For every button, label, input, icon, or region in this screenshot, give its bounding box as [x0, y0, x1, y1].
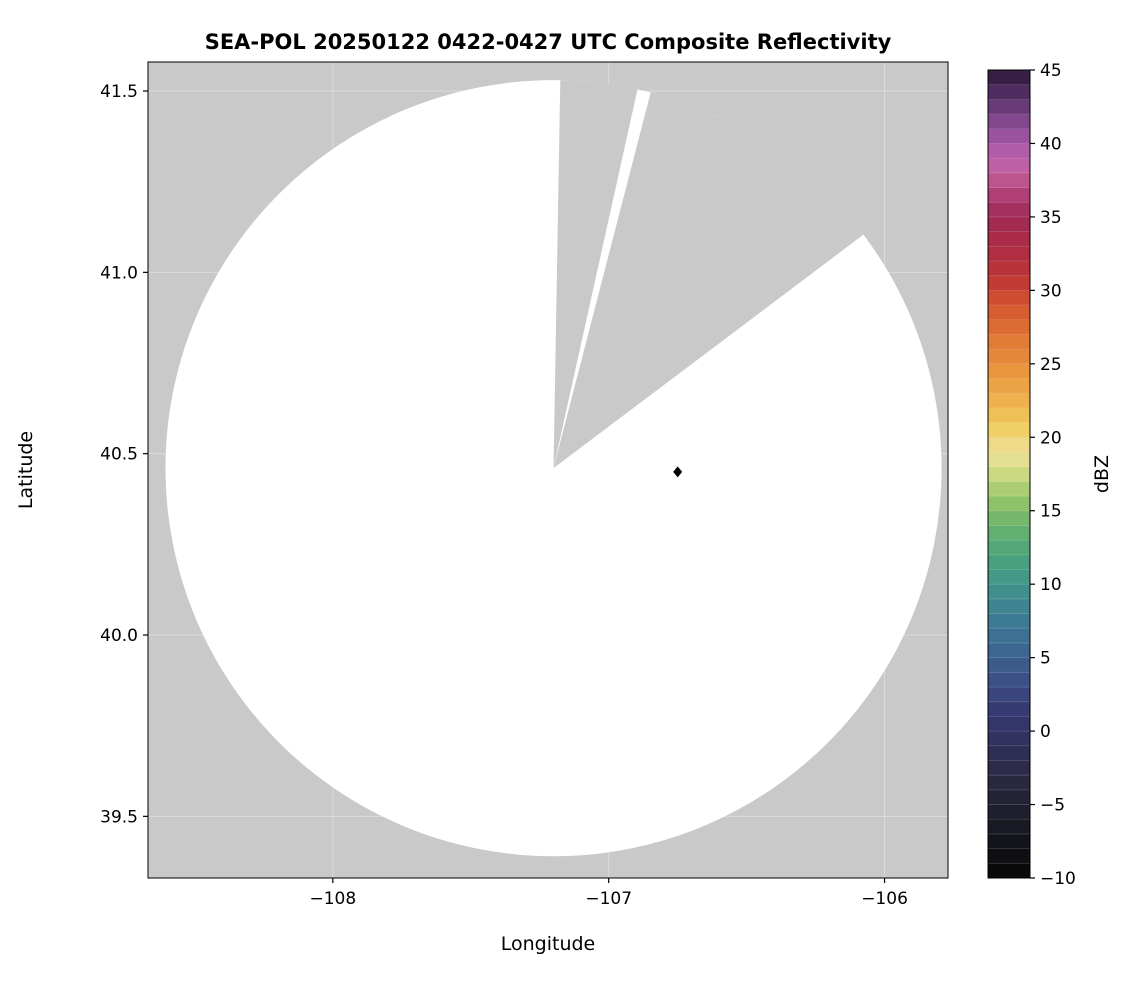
colorbar-band [988, 407, 1030, 423]
colorbar-band [988, 525, 1030, 541]
colorbar-band [988, 584, 1030, 600]
colorbar-band [988, 187, 1030, 203]
colorbar-band [988, 349, 1030, 365]
site-marker [673, 466, 683, 478]
colorbar-band [988, 657, 1030, 673]
colorbar-band [988, 451, 1030, 468]
x-tick-label: −107 [585, 889, 632, 909]
colorbar-band [988, 393, 1030, 409]
y-tick-label: 40.0 [100, 626, 138, 646]
colorbar-band [988, 613, 1030, 629]
colorbar-band [988, 172, 1030, 188]
colorbar-band [988, 275, 1030, 291]
colorbar-band [988, 628, 1030, 644]
colorbar-band [988, 569, 1030, 585]
colorbar-band [988, 540, 1030, 556]
colorbar-band [988, 378, 1030, 394]
colorbar-tick-label: −10 [1040, 869, 1076, 889]
y-tick-label: 40.5 [100, 445, 138, 465]
colorbar-band [988, 422, 1030, 438]
colorbar-band [988, 202, 1030, 218]
colorbar-band [988, 158, 1030, 174]
colorbar-band [988, 819, 1030, 835]
colorbar-tick-label: 35 [1040, 208, 1062, 228]
colorbar-tick-label: 45 [1040, 61, 1062, 81]
colorbar-band [988, 716, 1030, 732]
colorbar-band [988, 848, 1030, 864]
blocked-sector [553, 80, 638, 469]
colorbar-band [988, 510, 1030, 526]
colorbar-band [988, 642, 1030, 659]
plot-area [147, 61, 949, 879]
colorbar-tick-label: 20 [1040, 428, 1062, 448]
colorbar-tick-label: 25 [1040, 355, 1062, 375]
colorbar-tick-label: 30 [1040, 281, 1062, 301]
blocked-sector [553, 92, 864, 469]
colorbar-band [988, 70, 1030, 86]
colorbar-band [988, 760, 1030, 776]
colorbar-band [988, 481, 1030, 497]
colorbar-band [988, 114, 1030, 130]
x-tick-label: −108 [309, 889, 356, 909]
colorbar-band [988, 128, 1030, 144]
y-tick-label: 41.0 [100, 263, 138, 283]
colorbar-tick-label: −5 [1040, 796, 1065, 816]
x-axis-ticks: −108 −107 −106 [309, 878, 908, 909]
chart-title: SEA-POL 20250122 0422-0427 UTC Composite… [205, 30, 892, 54]
colorbar-band [988, 363, 1030, 379]
colorbar-band [988, 804, 1030, 820]
colorbar-band [988, 437, 1030, 453]
colorbar-band [988, 305, 1030, 321]
colorbar-band [988, 745, 1030, 761]
colorbar-band [988, 246, 1030, 262]
colorbar-band [988, 496, 1030, 512]
colorbar-band [988, 216, 1030, 232]
colorbar-band [988, 731, 1030, 747]
y-tick-label: 41.5 [100, 82, 138, 102]
colorbar-band [988, 231, 1030, 247]
colorbar-band [988, 775, 1030, 791]
colorbar-band [988, 319, 1030, 335]
colorbar-band [988, 554, 1030, 570]
colorbar-band [988, 789, 1030, 805]
colorbar-band [988, 290, 1030, 306]
colorbar-band [988, 143, 1030, 159]
y-axis-ticks: 39.5 40.0 40.5 41.0 41.5 [100, 82, 148, 827]
colorbar-band [988, 84, 1030, 100]
y-axis-label: Latitude [15, 431, 37, 509]
colorbar-tick-label: 5 [1040, 649, 1051, 669]
colorbar-tick-label: 15 [1040, 502, 1062, 522]
y-tick-label: 39.5 [100, 807, 138, 827]
colorbar-outline [987, 69, 1031, 879]
colorbar: 45 40 35 30 25 20 15 10 5 0 −5 −10 [987, 61, 1076, 889]
colorbar-tick-label: 0 [1040, 722, 1051, 742]
colorbar-band [988, 260, 1030, 277]
colorbar-band [988, 598, 1030, 614]
x-axis-label: Longitude [501, 933, 596, 955]
x-tick-label: −106 [861, 889, 908, 909]
colorbar-tick-label: 40 [1040, 134, 1062, 154]
colorbar-band [988, 466, 1030, 482]
colorbar-band [988, 701, 1030, 717]
colorbar-band [988, 99, 1030, 115]
axes-spines [147, 61, 949, 879]
colorbar-band [988, 334, 1030, 350]
colorbar-tick-label: 10 [1040, 575, 1062, 595]
colorbar-band [988, 687, 1030, 703]
colorbar-band [988, 863, 1030, 879]
colorbar-label: dBZ [1091, 455, 1113, 493]
colorbar-band [988, 833, 1030, 850]
colorbar-band [988, 672, 1030, 688]
